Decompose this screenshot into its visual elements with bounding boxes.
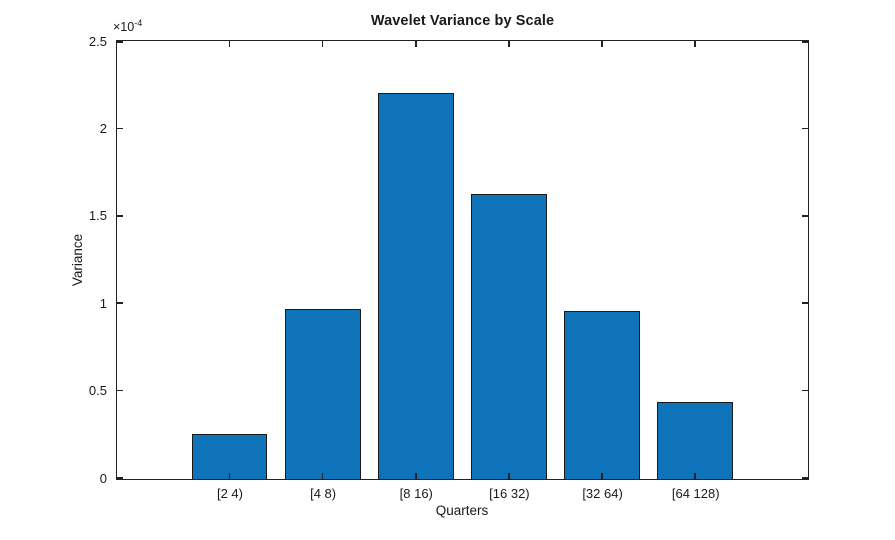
exponent-power: -4 bbox=[134, 18, 143, 28]
x-tick-mirror bbox=[601, 41, 603, 47]
y-tick-label: 1 bbox=[99, 295, 107, 311]
x-tick bbox=[601, 473, 603, 479]
x-tick-label: [64 128) bbox=[671, 486, 720, 501]
x-tick bbox=[321, 473, 324, 479]
y-tick bbox=[117, 127, 123, 130]
y-tick-mirror bbox=[802, 41, 808, 43]
y-tick-label: 0.5 bbox=[88, 383, 107, 399]
plot-area bbox=[116, 40, 809, 480]
y-tick-label: 2.5 bbox=[88, 33, 107, 49]
bar[interactable] bbox=[470, 194, 547, 479]
y-tick bbox=[117, 477, 123, 479]
y-tick-mirror bbox=[802, 302, 808, 304]
x-tick-mirror bbox=[415, 41, 417, 47]
x-tick-label: [32 64) bbox=[582, 486, 623, 501]
y-tick-label: 0 bbox=[99, 470, 107, 486]
x-tick-label: [2 4) bbox=[216, 486, 243, 501]
x-tick-mirror bbox=[321, 41, 324, 47]
x-tick bbox=[694, 473, 696, 479]
chart-title: Wavelet Variance by Scale bbox=[370, 13, 555, 29]
x-tick-mirror bbox=[694, 41, 696, 47]
exponent-base: ×10 bbox=[113, 20, 135, 35]
bar[interactable] bbox=[284, 309, 361, 479]
x-tick-mirror bbox=[508, 41, 510, 47]
x-tick bbox=[228, 473, 231, 479]
y-tick-label: 1.5 bbox=[88, 208, 107, 224]
y-axis-label: Variance bbox=[70, 233, 85, 287]
y-tick-mirror bbox=[802, 477, 808, 479]
y-tick bbox=[117, 389, 123, 392]
x-axis-label: Quarters bbox=[435, 503, 489, 518]
y-tick-mirror bbox=[802, 215, 808, 217]
bar[interactable] bbox=[191, 434, 268, 479]
x-tick-label: [8 16) bbox=[399, 486, 433, 501]
y-tick bbox=[117, 302, 123, 304]
y-tick bbox=[117, 41, 123, 43]
bar[interactable] bbox=[657, 402, 734, 479]
x-tick bbox=[508, 473, 510, 479]
x-tick-mirror bbox=[228, 41, 231, 47]
bar[interactable] bbox=[377, 93, 454, 479]
y-tick bbox=[117, 215, 123, 217]
x-tick-label: [4 8) bbox=[310, 486, 337, 501]
y-tick-mirror bbox=[802, 389, 808, 392]
y-axis-exponent-label: ×10-4 bbox=[113, 18, 142, 34]
x-tick-label: [16 32) bbox=[489, 486, 530, 501]
y-tick-label: 2 bbox=[99, 120, 107, 136]
bar[interactable] bbox=[564, 311, 640, 479]
x-tick bbox=[415, 473, 417, 479]
y-tick-mirror bbox=[802, 127, 808, 130]
